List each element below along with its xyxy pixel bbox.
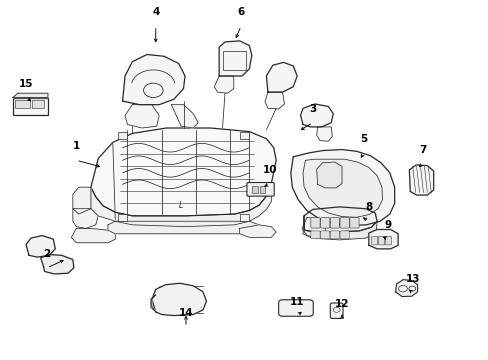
Polygon shape	[13, 93, 48, 98]
Polygon shape	[316, 127, 331, 141]
FancyBboxPatch shape	[320, 218, 329, 228]
Polygon shape	[73, 209, 98, 228]
Polygon shape	[290, 149, 394, 226]
Text: 5: 5	[360, 134, 367, 144]
Polygon shape	[316, 162, 341, 188]
Text: 2: 2	[43, 249, 51, 259]
FancyBboxPatch shape	[349, 218, 358, 228]
Polygon shape	[73, 187, 91, 214]
Text: 6: 6	[237, 7, 244, 17]
Polygon shape	[266, 62, 297, 92]
Text: 13: 13	[405, 274, 419, 284]
Polygon shape	[26, 235, 55, 257]
Text: 12: 12	[334, 299, 348, 309]
Text: 15: 15	[19, 78, 33, 89]
Polygon shape	[239, 225, 276, 237]
Polygon shape	[91, 128, 276, 216]
FancyBboxPatch shape	[339, 231, 348, 239]
FancyBboxPatch shape	[278, 300, 313, 316]
FancyBboxPatch shape	[330, 231, 339, 239]
Polygon shape	[219, 41, 251, 76]
Bar	[118, 132, 127, 139]
Polygon shape	[304, 207, 376, 232]
Bar	[239, 214, 249, 221]
Polygon shape	[214, 76, 233, 93]
Polygon shape	[152, 283, 206, 316]
Bar	[118, 214, 127, 221]
Text: 1: 1	[73, 141, 80, 151]
FancyBboxPatch shape	[320, 231, 329, 239]
Polygon shape	[171, 105, 198, 128]
Polygon shape	[125, 105, 159, 128]
Polygon shape	[395, 280, 417, 297]
Bar	[15, 100, 30, 108]
Polygon shape	[91, 184, 271, 226]
Polygon shape	[108, 221, 264, 234]
Text: 9: 9	[384, 220, 391, 230]
Text: 4: 4	[152, 7, 159, 17]
Text: L: L	[179, 201, 183, 210]
FancyBboxPatch shape	[385, 236, 390, 245]
FancyBboxPatch shape	[330, 218, 339, 228]
Bar	[32, 100, 44, 108]
Bar	[223, 51, 246, 69]
Text: 8: 8	[365, 202, 372, 212]
Bar	[259, 186, 265, 193]
FancyBboxPatch shape	[339, 218, 348, 228]
FancyBboxPatch shape	[13, 98, 48, 115]
Bar	[251, 186, 257, 193]
Polygon shape	[368, 229, 397, 249]
Polygon shape	[408, 165, 433, 195]
FancyBboxPatch shape	[378, 236, 384, 245]
Text: 7: 7	[418, 145, 426, 155]
FancyBboxPatch shape	[371, 236, 377, 245]
Polygon shape	[303, 216, 376, 240]
Polygon shape	[71, 228, 115, 243]
FancyBboxPatch shape	[310, 218, 320, 228]
Text: 3: 3	[308, 104, 316, 114]
Polygon shape	[302, 218, 326, 238]
Polygon shape	[264, 92, 284, 109]
Polygon shape	[122, 54, 184, 105]
Polygon shape	[151, 295, 156, 312]
FancyBboxPatch shape	[330, 303, 342, 319]
Polygon shape	[300, 104, 332, 127]
Text: 14: 14	[178, 308, 193, 318]
Polygon shape	[303, 159, 382, 217]
FancyBboxPatch shape	[246, 183, 274, 196]
FancyBboxPatch shape	[310, 231, 320, 239]
Text: 10: 10	[262, 165, 277, 175]
Text: 11: 11	[289, 297, 304, 307]
Polygon shape	[41, 255, 74, 274]
Bar	[239, 132, 249, 139]
